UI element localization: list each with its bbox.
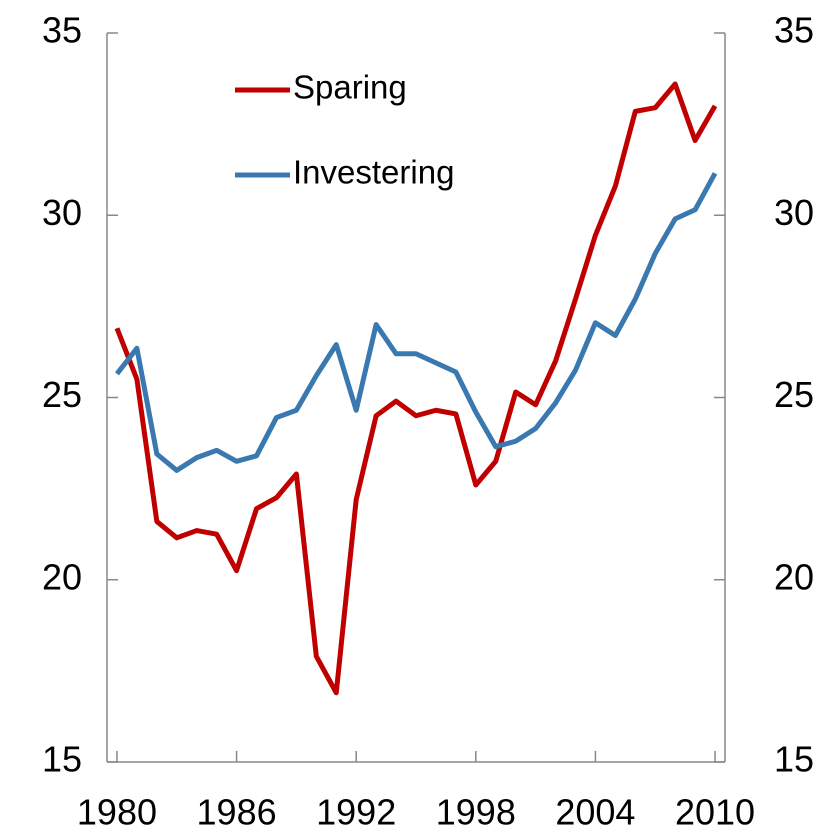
y2-tick-label: 25 [774, 374, 814, 415]
x-tick-label: 1992 [316, 792, 396, 833]
x-tick-label: 1998 [436, 792, 516, 833]
y-tick-label: 20 [42, 556, 82, 597]
y-tick-label: 30 [42, 192, 82, 233]
y2-tick-label: 35 [774, 10, 814, 51]
x-tick-label: 1986 [197, 792, 277, 833]
y2-tick-label: 30 [774, 192, 814, 233]
line-series [114, 81, 718, 696]
y2-tick-label: 20 [774, 556, 814, 597]
x-tick-label: 1980 [77, 792, 157, 833]
y-tick-label: 25 [42, 374, 82, 415]
y2-tick-label: 15 [774, 739, 814, 780]
y-tick-label: 35 [42, 10, 82, 51]
x-tick-label: 2004 [555, 792, 635, 833]
legend-label: Investering [293, 154, 454, 191]
y-tick-label: 15 [42, 739, 82, 780]
line-series [114, 172, 718, 473]
x-tick-label: 2010 [675, 792, 755, 833]
legend-label: Sparing [293, 69, 407, 106]
